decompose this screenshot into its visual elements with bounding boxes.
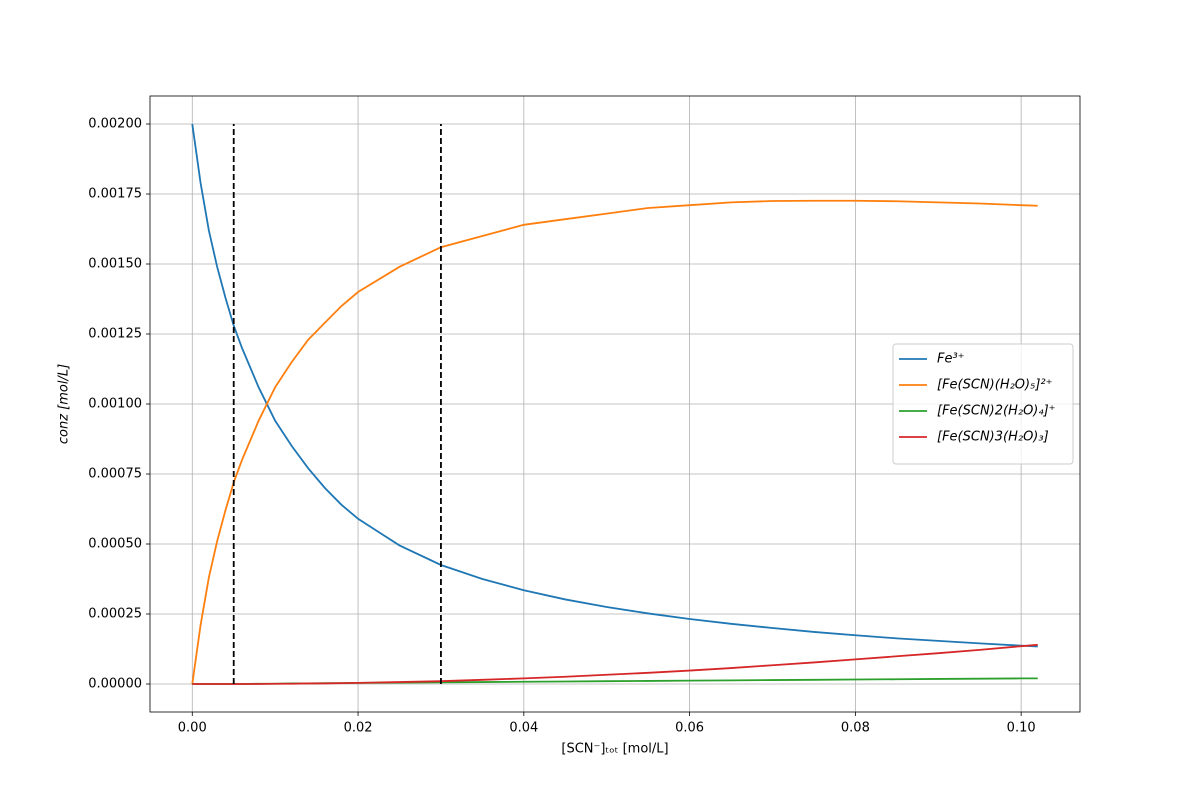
y-tick-label: 0.00175 <box>88 187 142 202</box>
x-tick-label: 0.00 <box>178 721 207 736</box>
legend-label: [Fe(SCN)2(H₂O)₄]⁺ <box>937 404 1056 419</box>
legend-label: Fe³⁺ <box>937 352 965 367</box>
y-tick-label: 0.00075 <box>88 467 142 482</box>
x-tick-label: 0.10 <box>1007 721 1036 736</box>
y-tick-label: 0.00025 <box>88 607 142 622</box>
legend-box <box>892 343 1074 465</box>
x-tick-label: 0.06 <box>675 721 704 736</box>
y-tick-label: 0.00125 <box>88 327 142 342</box>
x-tick-label: 0.04 <box>509 721 538 736</box>
x-axis-label: [SCN⁻]ₜₒₜ [mol/L] <box>561 742 668 757</box>
y-tick-label: 0.00050 <box>88 537 142 552</box>
legend: Fe³⁺ [Fe(SCN)(H₂O)₅]²⁺ [Fe(SCN)2(H₂O)₄]⁺ [F… <box>892 343 1074 465</box>
y-tick-label: 0.00000 <box>88 677 142 692</box>
plot-frame <box>149 95 1081 713</box>
y-tick-label: 0.00100 <box>88 397 142 412</box>
y-tick-label: 0.00150 <box>88 257 142 272</box>
x-tick-label: 0.08 <box>841 721 870 736</box>
y-tick-label: 0.00200 <box>88 117 142 132</box>
legend-label: [Fe(SCN)(H₂O)₅]²⁺ <box>937 378 1052 393</box>
x-tick-label: 0.02 <box>344 721 373 736</box>
y-axis-label: conz [mol/L] <box>57 364 72 444</box>
legend-label: [Fe(SCN)3(H₂O)₃] <box>937 430 1049 445</box>
